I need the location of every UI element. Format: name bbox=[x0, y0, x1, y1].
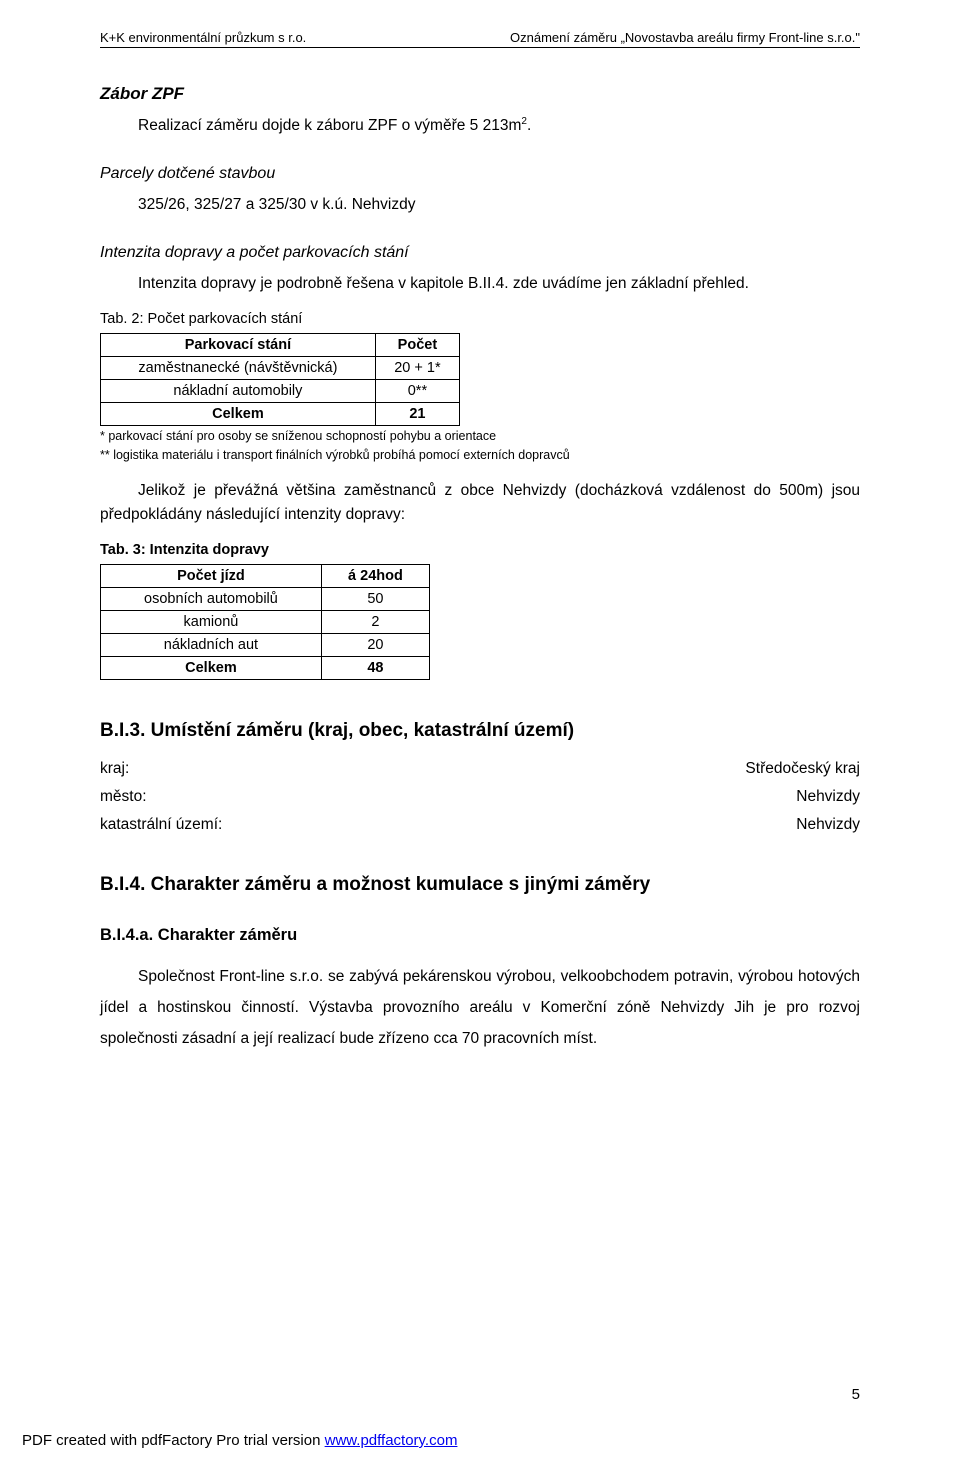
section-title-parcely: Parcely dotčené stavbou bbox=[100, 165, 860, 183]
table-row: Parkovací stání Počet bbox=[101, 333, 460, 356]
bi3-k1: město: bbox=[100, 788, 147, 806]
kv-row: město: Nehvizdy bbox=[100, 788, 860, 806]
section-title-zabor: Zábor ZPF bbox=[100, 84, 860, 104]
table2: Parkovací stání Počet zaměstnanecké (náv… bbox=[100, 333, 460, 426]
table2-r1-c1: 0** bbox=[375, 379, 459, 402]
kv-row: katastrální území: Nehvizdy bbox=[100, 816, 860, 834]
bi3-k0: kraj: bbox=[100, 760, 129, 778]
section-bi4a-title: B.I.4.a. Charakter záměru bbox=[100, 926, 860, 945]
page-container: K+K environmentální průzkum s r.o. Oznám… bbox=[0, 0, 960, 1469]
table2-r2-c1: 21 bbox=[375, 402, 459, 425]
table-row: Celkem 48 bbox=[101, 657, 430, 680]
section-bi3-title: B.I.3. Umístění záměru (kraj, obec, kata… bbox=[100, 720, 860, 742]
table2-head2: Počet bbox=[375, 333, 459, 356]
zabor-text-post: . bbox=[527, 117, 531, 134]
page-number: 5 bbox=[852, 1386, 860, 1403]
footer-text: PDF created with pdfFactory Pro trial ve… bbox=[22, 1432, 325, 1449]
table3-r1-c0: kamionů bbox=[101, 611, 322, 634]
table3-r2-c0: nákladních aut bbox=[101, 634, 322, 657]
table3-head1: Počet jízd bbox=[101, 565, 322, 588]
table3-caption: Tab. 3: Intenzita dopravy bbox=[100, 542, 860, 558]
bi3-v2: Nehvizdy bbox=[796, 816, 860, 834]
section-bi4-title: B.I.4. Charakter záměru a možnost kumula… bbox=[100, 874, 860, 896]
table2-head1: Parkovací stání bbox=[101, 333, 376, 356]
table3-r3-c1: 48 bbox=[321, 657, 429, 680]
bi3-k2: katastrální území: bbox=[100, 816, 222, 834]
table3-r0-c0: osobních automobilů bbox=[101, 588, 322, 611]
header-left: K+K environmentální průzkum s r.o. bbox=[100, 30, 306, 45]
table-row: nákladních aut 20 bbox=[101, 634, 430, 657]
table3-r1-c1: 2 bbox=[321, 611, 429, 634]
kv-row: kraj: Středočeský kraj bbox=[100, 760, 860, 778]
table-row: zaměstnanecké (návštěvnická) 20 + 1* bbox=[101, 356, 460, 379]
section-title-intenzita: Intenzita dopravy a počet parkovacích st… bbox=[100, 244, 860, 262]
table-row: kamionů 2 bbox=[101, 611, 430, 634]
table2-r0-c0: zaměstnanecké (návštěvnická) bbox=[101, 356, 376, 379]
table3: Počet jízd á 24hod osobních automobilů 5… bbox=[100, 564, 430, 680]
section-body-intenzita: Intenzita dopravy je podrobně řešena v k… bbox=[100, 272, 860, 297]
table2-r1-c0: nákladní automobily bbox=[101, 379, 376, 402]
page-header: K+K environmentální průzkum s r.o. Oznám… bbox=[100, 30, 860, 48]
bi3-v1: Nehvizdy bbox=[796, 788, 860, 806]
table2-caption: Tab. 2: Počet parkovacích stání bbox=[100, 311, 860, 327]
footer-link[interactable]: www.pdffactory.com bbox=[325, 1432, 458, 1449]
table2-r2-c0: Celkem bbox=[101, 402, 376, 425]
section-body-parcely: 325/26, 325/27 a 325/30 v k.ú. Nehvizdy bbox=[100, 193, 860, 218]
zabor-text-pre: Realizací záměru dojde k záboru ZPF o vý… bbox=[138, 117, 521, 134]
section-bi4a-body: Společnost Front-line s.r.o. se zabývá p… bbox=[100, 961, 860, 1054]
table2-note2: ** logistika materiálu i transport finál… bbox=[100, 447, 860, 465]
table3-r0-c1: 50 bbox=[321, 588, 429, 611]
table3-r2-c1: 20 bbox=[321, 634, 429, 657]
bi3-v0: Středočeský kraj bbox=[745, 760, 860, 778]
para-after-tab2: Jelikož je převážná většina zaměstnanců … bbox=[100, 479, 860, 529]
table-row: Počet jízd á 24hod bbox=[101, 565, 430, 588]
table-row: osobních automobilů 50 bbox=[101, 588, 430, 611]
table2-r0-c1: 20 + 1* bbox=[375, 356, 459, 379]
table-row: nákladní automobily 0** bbox=[101, 379, 460, 402]
footer: PDF created with pdfFactory Pro trial ve… bbox=[22, 1432, 457, 1449]
table3-head2: á 24hod bbox=[321, 565, 429, 588]
table2-note1: * parkovací stání pro osoby se sníženou … bbox=[100, 428, 860, 446]
table-row: Celkem 21 bbox=[101, 402, 460, 425]
table3-r3-c0: Celkem bbox=[101, 657, 322, 680]
header-right: Oznámení záměru „Novostavba areálu firmy… bbox=[510, 30, 860, 45]
section-body-zabor: Realizací záměru dojde k záboru ZPF o vý… bbox=[100, 114, 860, 139]
